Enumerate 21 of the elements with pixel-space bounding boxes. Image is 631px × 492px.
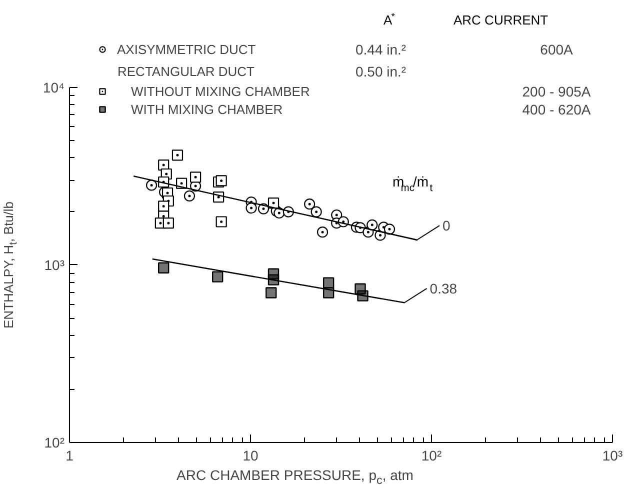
text: 0.50 in.² xyxy=(356,64,406,80)
annotation: 200 - 905A xyxy=(522,84,592,100)
annotation: 400 - 620A xyxy=(522,102,592,118)
text: RECTANGULAR DUCT xyxy=(118,64,255,79)
x-tick-label: 10 xyxy=(242,448,258,464)
x-tick-label: 10² xyxy=(421,448,442,464)
x-tick-label: 1 xyxy=(66,448,74,464)
x-tick-label: 10³ xyxy=(602,448,623,464)
legend-label: WITHOUT MIXING CHAMBER xyxy=(131,83,310,99)
annotation: 0 xyxy=(442,218,451,234)
annotation: 0.38 xyxy=(430,280,458,296)
text: 0.44 in.² xyxy=(356,42,406,58)
legend-label: WITH MIXING CHAMBER xyxy=(131,101,283,117)
y-tick-label: 10² xyxy=(44,434,65,450)
text: ARC CURRENT xyxy=(454,12,548,28)
y-tick-label: 10³ xyxy=(44,256,65,273)
text: 600A xyxy=(540,42,574,58)
text: A* xyxy=(384,10,396,28)
legend-label: AXISYMMETRIC DUCT xyxy=(117,41,256,57)
x-axis-title: ARC CHAMBER PRESSURE, p$_{c}$, atm xyxy=(176,466,414,489)
y-tick-label: 10⁴ xyxy=(42,79,65,96)
